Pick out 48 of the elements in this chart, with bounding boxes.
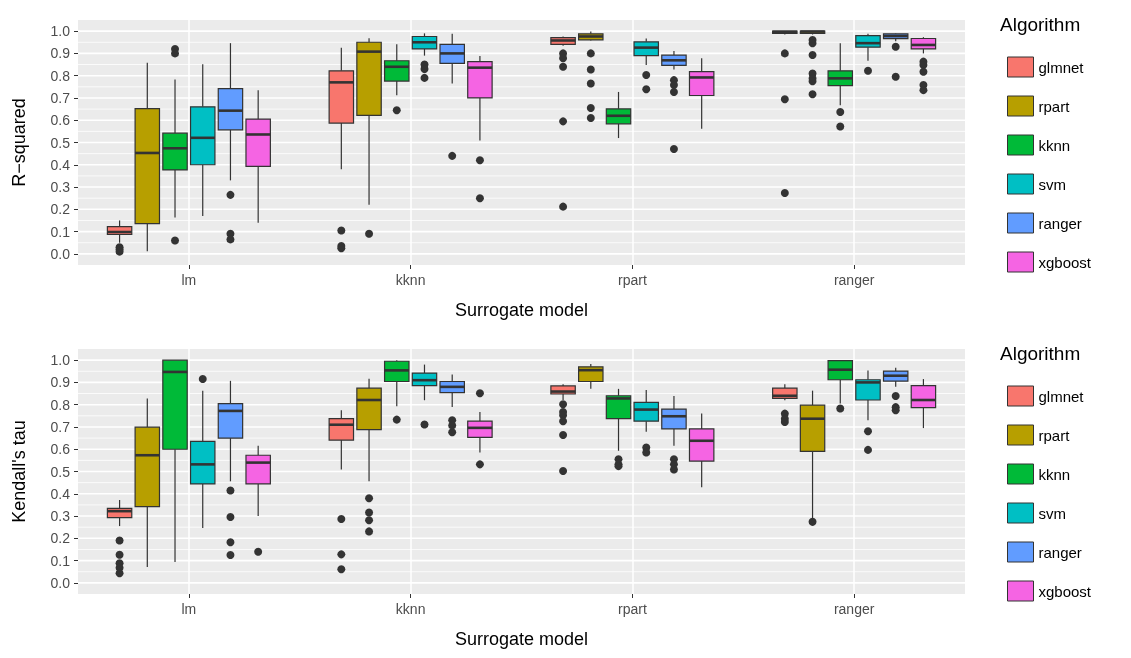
x-tick-label: ranger <box>833 601 875 617</box>
y-axis-title: R−squared <box>9 98 29 187</box>
y-tick-label: 0.9 <box>50 45 71 62</box>
legend-title: Algorithm <box>1000 14 1081 35</box>
y-tick-label: 0.7 <box>50 89 71 106</box>
legend-label: kknn <box>1038 136 1071 154</box>
y-tick-label: 0.0 <box>50 574 71 591</box>
x-axis-title: Surrogate model <box>454 300 589 320</box>
legend-label: svm <box>1038 504 1066 522</box>
y-tick-label: 0.0 <box>50 245 71 262</box>
legend-label: kknn <box>1038 465 1071 483</box>
y-tick-label: 0.3 <box>50 179 71 196</box>
legend-label: glmnet <box>1038 58 1085 76</box>
legend-label: ranger <box>1038 543 1082 561</box>
legend-label: rpart <box>1038 426 1071 444</box>
y-axis-title: Kendall's tau <box>9 420 29 523</box>
x-tick-label: rpart <box>617 272 647 288</box>
x-tick-label: lm <box>181 272 197 288</box>
y-tick-label: 0.8 <box>50 67 71 84</box>
y-tick-label: 0.2 <box>50 530 71 547</box>
legend-label: svm <box>1038 175 1066 193</box>
y-tick-label: 0.5 <box>50 134 71 151</box>
legend-label: glmnet <box>1038 387 1085 405</box>
y-tick-label: 0.3 <box>50 508 71 525</box>
legend-label: xgboost <box>1038 253 1092 271</box>
y-tick-label: 1.0 <box>50 23 71 40</box>
y-tick-label: 0.4 <box>50 485 71 502</box>
legend-label: rpart <box>1038 97 1071 115</box>
legend-label: xgboost <box>1038 582 1092 600</box>
x-tick-label: ranger <box>833 272 875 288</box>
legend-label: ranger <box>1038 214 1082 232</box>
y-tick-label: 0.6 <box>50 441 71 458</box>
legend-title: Algorithm <box>1000 343 1081 364</box>
y-tick-label: 1.0 <box>50 352 71 369</box>
y-tick-label: 0.5 <box>50 463 71 480</box>
x-tick-label: rpart <box>617 601 647 617</box>
y-tick-label: 0.7 <box>50 418 71 435</box>
x-axis-title: Surrogate model <box>454 629 589 649</box>
x-tick-label: kknn <box>395 272 426 288</box>
y-tick-label: 0.4 <box>50 156 71 173</box>
y-tick-label: 0.1 <box>50 552 71 569</box>
y-tick-label: 0.1 <box>50 223 71 240</box>
y-tick-label: 0.2 <box>50 201 71 218</box>
y-tick-label: 0.6 <box>50 112 71 129</box>
y-tick-label: 0.9 <box>50 374 71 391</box>
x-tick-label: lm <box>181 601 197 617</box>
x-tick-label: kknn <box>395 601 426 617</box>
y-tick-label: 0.8 <box>50 396 71 413</box>
